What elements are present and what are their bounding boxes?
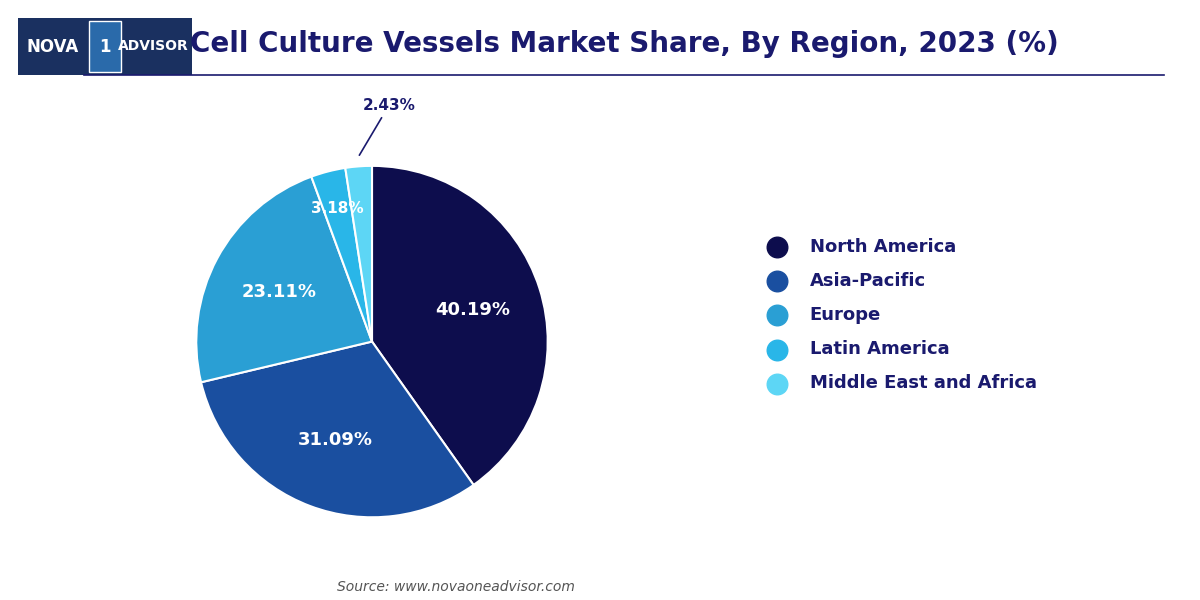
Text: 3.18%: 3.18% (312, 202, 364, 217)
Text: 31.09%: 31.09% (298, 431, 372, 449)
Text: Source: www.novaoneadvisor.com: Source: www.novaoneadvisor.com (337, 580, 575, 594)
Text: 1: 1 (100, 37, 110, 55)
Wedge shape (372, 166, 547, 485)
FancyBboxPatch shape (18, 18, 192, 75)
Wedge shape (202, 341, 474, 517)
Wedge shape (311, 168, 372, 341)
Wedge shape (346, 166, 372, 341)
Legend: North America, Asia-Pacific, Europe, Latin America, Middle East and Africa: North America, Asia-Pacific, Europe, Lat… (752, 230, 1044, 400)
Wedge shape (197, 176, 372, 382)
Text: 23.11%: 23.11% (241, 283, 317, 301)
Text: ADVISOR: ADVISOR (119, 40, 190, 53)
Text: 2.43%: 2.43% (359, 98, 415, 155)
Text: NOVA: NOVA (26, 37, 79, 55)
Text: Cell Culture Vessels Market Share, By Region, 2023 (%): Cell Culture Vessels Market Share, By Re… (190, 30, 1058, 58)
Text: 40.19%: 40.19% (434, 301, 510, 319)
FancyBboxPatch shape (89, 21, 121, 72)
